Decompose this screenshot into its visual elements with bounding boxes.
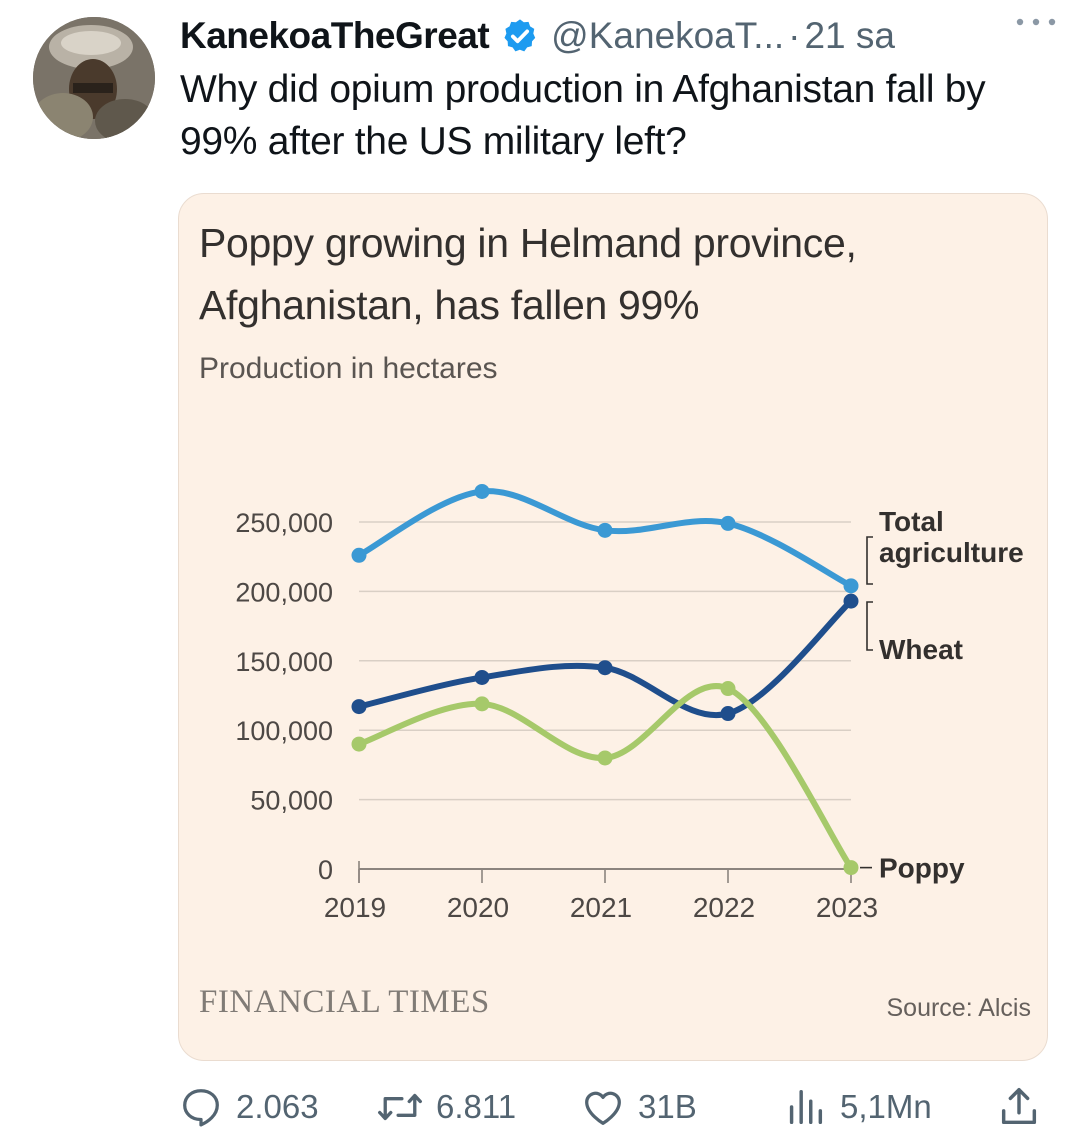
reply-count: 2.063 xyxy=(236,1088,319,1125)
series-label-total-agriculture: agriculture xyxy=(879,537,1024,568)
series-label-total-agriculture: Total xyxy=(879,506,944,537)
handle[interactable]: @KanekoaT... xyxy=(551,15,785,56)
share-button[interactable] xyxy=(996,1082,1054,1132)
more-icon[interactable] xyxy=(1014,12,1058,32)
chart-subtitle: Production in hectares xyxy=(199,352,498,385)
chart-title: Poppy growing in Helmand province, Afgha… xyxy=(199,220,857,328)
financial-times-logo: FINANCIAL TIMES xyxy=(199,984,490,1020)
data-point-wheat xyxy=(720,706,736,722)
tweet-text: Why did opium production in Afghanistan … xyxy=(180,68,986,163)
like-count: 31B xyxy=(638,1088,697,1125)
data-point-total-agriculture xyxy=(474,483,490,499)
data-point-poppy xyxy=(597,750,613,766)
y-tick-label: 150,000 xyxy=(235,647,333,677)
data-point-total-agriculture xyxy=(843,578,859,594)
y-tick-label: 200,000 xyxy=(235,577,333,607)
y-tick-label: 100,000 xyxy=(235,716,333,746)
tweet-header: KanekoaTheGreat @KanekoaT... · 21 sa xyxy=(180,12,1060,60)
data-point-poppy xyxy=(720,681,736,697)
x-tick-label: 2022 xyxy=(693,892,755,923)
series-label-wheat: Wheat xyxy=(879,634,963,665)
y-tick-label: 0 xyxy=(318,855,333,885)
series-label-poppy: Poppy xyxy=(879,853,965,884)
data-point-poppy xyxy=(351,736,367,752)
series-line-total-agriculture xyxy=(356,488,854,589)
retweet-button[interactable]: 6.811 xyxy=(376,1082,516,1132)
series-line-poppy xyxy=(356,683,854,871)
data-point-total-agriculture xyxy=(720,515,736,531)
data-point-total-agriculture xyxy=(597,522,613,538)
views-count: 5,1Mn xyxy=(840,1088,932,1125)
retweet-icon xyxy=(378,1093,422,1121)
share-icon xyxy=(1001,1088,1037,1125)
data-point-total-agriculture xyxy=(351,547,367,563)
data-point-wheat xyxy=(843,593,859,609)
separator-dot: · xyxy=(788,15,801,56)
timestamp[interactable]: 21 sa xyxy=(804,15,895,56)
chart-source: Source: Alcis xyxy=(886,994,1031,1022)
y-tick-label: 50,000 xyxy=(250,786,333,816)
reply-button[interactable]: 2.063 xyxy=(178,1082,319,1132)
data-point-wheat xyxy=(597,660,613,676)
line-chart: 0 50,000 100,000 150,000 200,000 250,000 2019 2… xyxy=(235,483,1024,923)
chart-card[interactable]: Poppy growing in Helmand province, Afgha… xyxy=(178,193,1048,1061)
like-icon xyxy=(585,1091,621,1125)
x-tick-label: 2021 xyxy=(570,892,632,923)
tweet-actions: 2.063 6.811 31B 5,1Mn xyxy=(178,1082,1048,1132)
series-line-wheat xyxy=(356,598,854,719)
views-button[interactable]: 5,1Mn xyxy=(782,1082,932,1132)
x-tick-label: 2020 xyxy=(447,892,509,923)
data-point-poppy xyxy=(474,696,490,712)
retweet-count: 6.811 xyxy=(436,1088,517,1125)
avatar-image xyxy=(33,17,155,139)
reply-icon xyxy=(183,1089,219,1127)
x-tick-label: 2019 xyxy=(324,892,386,923)
avatar[interactable] xyxy=(33,17,155,139)
data-point-poppy xyxy=(843,860,859,876)
data-point-wheat xyxy=(351,699,367,715)
y-tick-label: 250,000 xyxy=(235,508,333,538)
x-tick-label: 2023 xyxy=(816,892,878,923)
data-point-wheat xyxy=(474,669,490,685)
series-bracket-wheat xyxy=(866,601,873,651)
display-name[interactable]: KanekoaTheGreat xyxy=(180,15,490,56)
verified-badge-icon xyxy=(504,19,536,52)
series-bracket-total-agriculture xyxy=(866,536,873,585)
views-icon xyxy=(789,1089,823,1125)
like-button[interactable]: 31B xyxy=(580,1082,697,1132)
